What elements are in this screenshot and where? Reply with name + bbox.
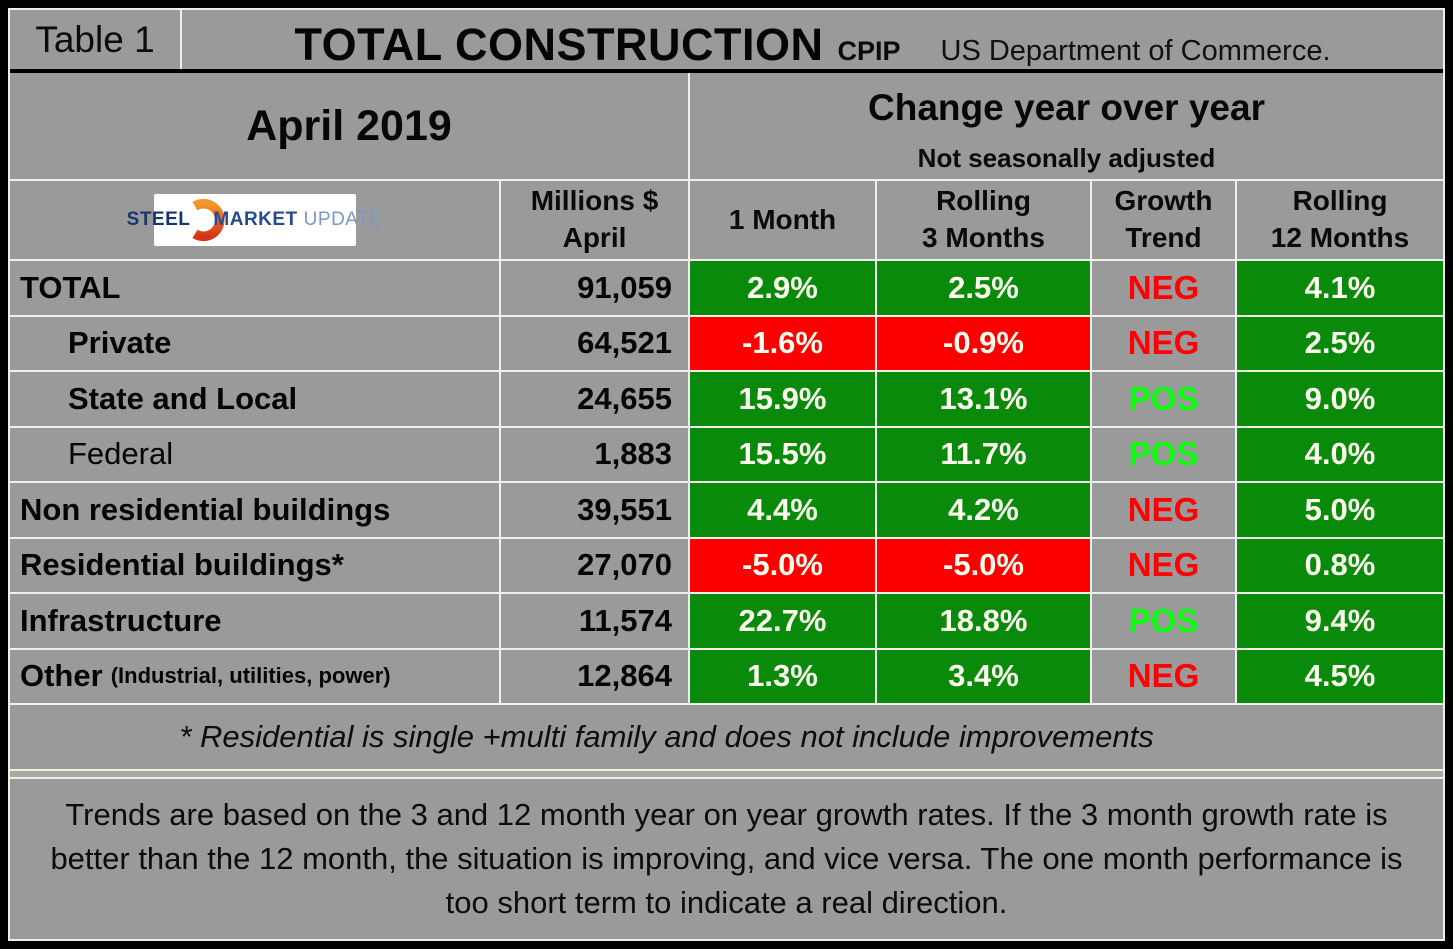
title-main-cell: TOTAL CONSTRUCTION CPIP US Department of… [182,10,1443,70]
growth-trend-value-cell: NEG [1092,538,1235,592]
period-cell: April 2019 [10,73,688,179]
column-header-rolling-12-months: Rolling 12 Months [1237,181,1443,259]
change-title: Change year over year [868,87,1265,128]
row-label: State and Local [68,380,298,416]
row-label: Non residential buildings [20,491,391,527]
row-label-cell: Infrastructure [10,594,499,648]
millions-value-cell: 1,883 [501,427,688,481]
growth-trend-value-cell: POS [1092,594,1235,648]
row-label: Federal [68,436,174,472]
one-month-value-cell: 15.9% [690,372,875,426]
footnote-text: * Residential is single +multi family an… [179,719,1154,754]
millions-value-cell: 39,551 [501,483,688,537]
column-header-rolling-3-months: Rolling 3 Months [877,181,1090,259]
footnote-row: * Residential is single +multi family an… [10,705,1443,769]
row-label: Residential buildings* [20,547,344,583]
rolling-3m-value-cell: 11.7% [877,427,1090,481]
column-header-1-month: 1 Month [690,181,875,259]
table-number-label: Table 1 [35,18,155,60]
title-bar: Table 1 TOTAL CONSTRUCTION CPIP US Depar… [10,10,1443,73]
rolling-12m-value-cell: 9.4% [1237,594,1443,648]
table-content: Table 1 TOTAL CONSTRUCTION CPIP US Depar… [8,8,1445,941]
row-label-cell: Other (Industrial, utilities, power) [10,649,499,703]
rolling-3m-value-cell: 4.2% [877,483,1090,537]
row-label-cell: State and Local [10,372,499,426]
rolling-3m-value-cell: 2.5% [877,261,1090,315]
growth-trend-value-cell: NEG [1092,649,1235,703]
rolling-12m-value-cell: 0.8% [1237,538,1443,592]
rolling-12m-value-cell: 4.0% [1237,427,1443,481]
trend-note-row: Trends are based on the 3 and 12 month y… [10,779,1443,939]
column-header-growth-trend: Growth Trend [1092,181,1235,259]
logo-word-market: MARKET [213,209,298,231]
one-month-value-cell: 1.3% [690,649,875,703]
logo-cell: STEEL MARKET UPDATE [10,181,499,259]
growth-trend-header-line1: Growth [1114,185,1213,217]
row-label: Other [20,658,103,694]
data-table: April 2019 Change year over year Not sea… [10,73,1443,939]
one-month-value-cell: 22.7% [690,594,875,648]
millions-value-cell: 91,059 [501,261,688,315]
trend-note-text: Trends are based on the 3 and 12 month y… [50,796,1403,920]
millions-value-cell: 24,655 [501,372,688,426]
one-month-header: 1 Month [728,203,837,235]
row-label-cell: Non residential buildings [10,483,499,537]
rolling-3m-value-cell: -0.9% [877,316,1090,370]
column-header-millions: Millions $ April [501,181,688,259]
rolling-3m-value-cell: 18.8% [877,594,1090,648]
rolling-12m-value-cell: 4.1% [1237,261,1443,315]
row-label: TOTAL [20,269,121,305]
one-month-value-cell: -5.0% [690,538,875,592]
row-label-cell: TOTAL [10,261,499,315]
millions-value-cell: 64,521 [501,316,688,370]
millions-value-cell: 27,070 [501,538,688,592]
millions-header-line1: Millions $ [530,185,659,217]
rolling-12m-value-cell: 2.5% [1237,316,1443,370]
growth-trend-value-cell: POS [1092,427,1235,481]
row-label: Private [68,325,172,361]
rolling-3m-value-cell: -5.0% [877,538,1090,592]
logo-word-update: UPDATE [303,209,383,231]
crescent-swoosh-icon [192,198,225,242]
rolling-3m-header-line2: 3 Months [922,222,1045,253]
rolling-3m-value-cell: 13.1% [877,372,1090,426]
separator-strip [10,771,1443,777]
logo-word-steel: STEEL [126,209,191,231]
steel-market-update-logo: STEEL MARKET UPDATE [127,194,382,246]
rolling-12m-header-line1: Rolling [1292,185,1388,217]
millions-header-line2: April [562,222,627,253]
row-label-cell: Federal [10,427,499,481]
row-label: Infrastructure [20,602,222,638]
change-subtitle: Not seasonally adjusted [917,143,1216,173]
millions-value-cell: 12,864 [501,649,688,703]
row-label-cell: Residential buildings* [10,538,499,592]
source-abbreviation: CPIP [837,36,901,66]
millions-value-cell: 11,574 [501,594,688,648]
growth-trend-value-cell: NEG [1092,316,1235,370]
row-sublabel: (Industrial, utilities, power) [110,663,391,689]
one-month-value-cell: 4.4% [690,483,875,537]
page-title: TOTAL CONSTRUCTION [294,19,824,70]
growth-trend-value-cell: NEG [1092,261,1235,315]
source-name: US Department of Commerce. [940,35,1331,67]
growth-trend-value-cell: POS [1092,372,1235,426]
rolling-3m-value-cell: 3.4% [877,649,1090,703]
growth-trend-value-cell: NEG [1092,483,1235,537]
one-month-value-cell: 2.9% [690,261,875,315]
period-label: April 2019 [246,101,452,150]
row-label-cell: Private [10,316,499,370]
rolling-3m-header-line1: Rolling [936,185,1031,217]
rolling-12m-header-line2: 12 Months [1270,222,1410,253]
change-header-cell: Change year over year Not seasonally adj… [690,73,1443,179]
rolling-12m-value-cell: 9.0% [1237,372,1443,426]
table-number-cell: Table 1 [10,10,182,69]
rolling-12m-value-cell: 5.0% [1237,483,1443,537]
one-month-value-cell: 15.5% [690,427,875,481]
growth-trend-header-line2: Trend [1125,222,1202,253]
rolling-12m-value-cell: 4.5% [1237,649,1443,703]
one-month-value-cell: -1.6% [690,316,875,370]
